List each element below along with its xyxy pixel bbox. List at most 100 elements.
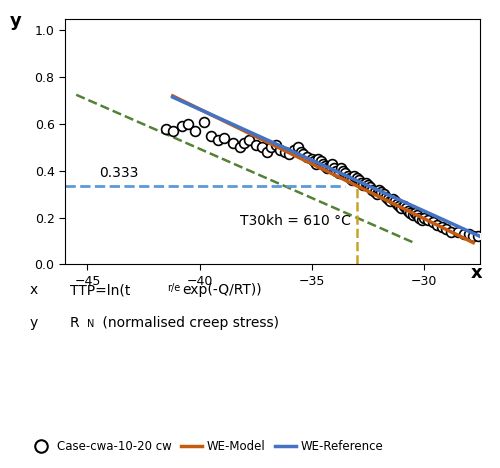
Point: [236, 144, 244, 151]
Point: [355, 176, 363, 184]
Point: [328, 160, 336, 168]
Point: [348, 176, 356, 184]
Point: [434, 221, 442, 228]
Point: [378, 188, 386, 196]
Point: [184, 120, 192, 128]
Point: [360, 181, 368, 189]
Point: [312, 160, 320, 168]
Point: [350, 172, 358, 179]
Point: [276, 146, 284, 154]
Point: [386, 197, 394, 205]
Point: [245, 137, 253, 144]
Legend: Case-cwa-10-20 cw, WE-Model, WE-Reference: Case-cwa-10-20 cw, WE-Model, WE-Referenc…: [26, 435, 388, 457]
Point: [442, 226, 450, 233]
Point: [474, 233, 482, 240]
Point: [337, 165, 345, 172]
Point: [470, 233, 478, 240]
Point: [299, 151, 307, 158]
Point: [357, 179, 365, 186]
Point: [454, 228, 462, 235]
Point: [438, 223, 446, 231]
Point: [370, 188, 378, 196]
Text: (normalised creep stress): (normalised creep stress): [98, 316, 278, 330]
Point: [308, 155, 316, 163]
Point: [240, 139, 248, 146]
Point: [191, 127, 199, 135]
Point: [324, 165, 332, 172]
Text: r/e: r/e: [168, 283, 181, 293]
Point: [339, 167, 347, 175]
Text: TTP=ln(t: TTP=ln(t: [70, 283, 130, 297]
Point: [321, 162, 329, 170]
Point: [352, 174, 360, 182]
Point: [460, 230, 468, 238]
Point: [268, 144, 276, 151]
Text: y: y: [30, 316, 38, 330]
Point: [424, 216, 432, 224]
Point: [304, 153, 312, 161]
Point: [395, 202, 403, 210]
Point: [330, 165, 338, 172]
Point: [220, 134, 228, 142]
Point: [334, 169, 342, 177]
Point: [418, 216, 426, 224]
Point: [364, 181, 372, 189]
Point: [413, 212, 421, 219]
Point: [294, 144, 302, 151]
Point: [314, 155, 322, 163]
Point: [214, 137, 222, 144]
Point: [207, 132, 215, 139]
Point: [290, 146, 298, 154]
Point: [258, 144, 266, 151]
Point: [346, 174, 354, 182]
Text: exp(-Q/RT)): exp(-Q/RT)): [182, 283, 262, 297]
Point: [402, 205, 410, 212]
Point: [420, 214, 428, 221]
Point: [310, 158, 318, 165]
Point: [281, 148, 289, 156]
Point: [373, 190, 381, 198]
Point: [366, 183, 374, 191]
Text: R: R: [70, 316, 80, 330]
Point: [429, 219, 437, 226]
Point: [263, 148, 271, 156]
Point: [416, 214, 424, 221]
Point: [411, 209, 419, 217]
Point: [375, 186, 383, 193]
Point: [326, 162, 334, 170]
Text: y: y: [10, 12, 22, 29]
Point: [384, 195, 392, 203]
Point: [368, 186, 376, 193]
Point: [447, 228, 455, 235]
Point: [332, 167, 340, 175]
Text: T30kh = 610 °C: T30kh = 610 °C: [240, 214, 351, 228]
Point: [252, 141, 260, 149]
Point: [406, 209, 414, 217]
Point: [400, 202, 407, 210]
Point: [388, 195, 396, 203]
Point: [393, 200, 401, 207]
Text: 0.333: 0.333: [98, 166, 138, 180]
Point: [465, 230, 473, 238]
Text: x: x: [30, 283, 38, 297]
Point: [382, 193, 390, 200]
Point: [404, 207, 412, 214]
Point: [398, 205, 406, 212]
Point: [229, 139, 237, 146]
Point: [316, 158, 324, 165]
Text: x: x: [471, 264, 482, 282]
Point: [178, 123, 186, 130]
Point: [168, 127, 176, 135]
Point: [362, 179, 370, 186]
Point: [408, 212, 416, 219]
Point: [296, 148, 304, 156]
Point: [200, 118, 208, 125]
Text: N: N: [88, 319, 95, 329]
Point: [391, 197, 399, 205]
Point: [272, 141, 280, 149]
Point: [342, 169, 349, 177]
Point: [286, 151, 294, 158]
Point: [319, 160, 327, 168]
Point: [162, 125, 170, 132]
Point: [344, 172, 351, 179]
